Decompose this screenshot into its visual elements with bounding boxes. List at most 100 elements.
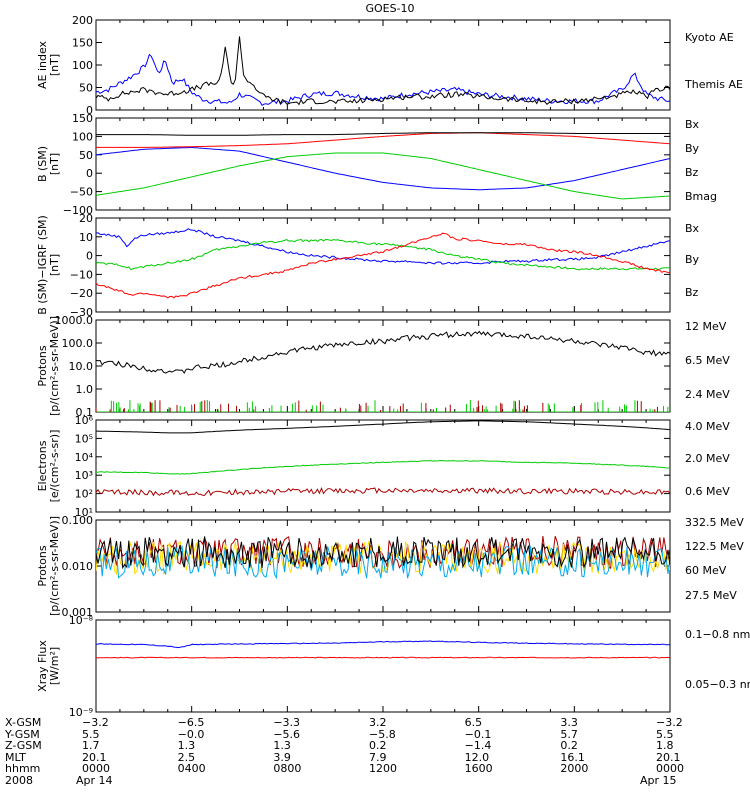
footer-value: 6.5 bbox=[464, 716, 483, 729]
y-tick-label: 10⁶ bbox=[75, 414, 94, 427]
legend-entry: 0.1−0.8 nm bbox=[685, 628, 750, 641]
legend-entry: Bx bbox=[685, 118, 700, 131]
footer-row-label: X-GSM bbox=[5, 716, 42, 729]
y-axis-label: Protons[p/(cm²-s-sr-MeV)] bbox=[36, 316, 61, 416]
series-line-bz bbox=[96, 132, 670, 148]
series-line-0-6-mev bbox=[96, 420, 670, 434]
y-axis-label-line: [nT] bbox=[48, 54, 61, 76]
series-line-0-05-0-3-nm bbox=[96, 640, 670, 649]
legend-entry: 6.5 MeV bbox=[685, 354, 730, 367]
series-group bbox=[96, 132, 670, 200]
y-tick-label: 0 bbox=[86, 104, 93, 117]
y-tick-label: 10¹ bbox=[75, 506, 93, 519]
footer-row-label: hhmm bbox=[5, 762, 41, 775]
series-group bbox=[96, 36, 670, 106]
footer-value: −0.0 bbox=[177, 727, 205, 741]
panel-frame bbox=[95, 619, 671, 713]
series-group bbox=[96, 228, 670, 299]
footer-value: −1.4 bbox=[464, 739, 492, 752]
y-axis-label-line: Protons bbox=[36, 545, 49, 586]
footer-value: 7.9 bbox=[369, 750, 387, 764]
y-axis-label: AE index[nT] bbox=[36, 40, 61, 89]
y-tick-label: 10⁻⁸ bbox=[69, 614, 94, 627]
y-tick-label: −30 bbox=[70, 306, 93, 319]
footer-value: 20.1 bbox=[82, 750, 107, 764]
footer-row-label: Y-GSM bbox=[5, 727, 40, 741]
y-tick-label: 10⁵ bbox=[75, 432, 93, 445]
legend-entry: Themis AE bbox=[684, 78, 743, 91]
panel-bsmigrf: −30 −20 −10 0 10 20 B (SM)−IGRF (SM)[nT] Bx By Bz bbox=[36, 212, 700, 319]
y-axis-label-line: B (SM) bbox=[36, 146, 49, 182]
legend-entry: 4.0 MeV bbox=[685, 420, 730, 433]
y-tick-label: −50 bbox=[70, 186, 93, 199]
legend-entry: 27.5 MeV bbox=[685, 589, 737, 602]
series-line-4-0-mev bbox=[96, 486, 670, 497]
footer-value: −5.8 bbox=[369, 727, 396, 741]
footer-value: 5.5 bbox=[656, 727, 674, 741]
footer-value: −0.1 bbox=[464, 727, 492, 741]
legend-entry: 2.4 MeV bbox=[685, 388, 730, 401]
footer-row-label: MLT bbox=[5, 750, 26, 764]
series-line-bmag bbox=[96, 132, 670, 136]
y-tick-label: 50 bbox=[79, 149, 93, 162]
series-group bbox=[96, 420, 670, 497]
y-axis-label: B (SM)−IGRF (SM)[nT] bbox=[36, 215, 61, 315]
footer-value: −5.6 bbox=[273, 727, 301, 741]
y-tick-label: 10⁴ bbox=[75, 451, 94, 464]
footer-value: 1600 bbox=[464, 762, 493, 775]
footer-value: 1.3 bbox=[177, 739, 196, 752]
plot-title: GOES-10 bbox=[365, 2, 414, 15]
legend-entry: 0.05−0.3 nm bbox=[685, 678, 750, 691]
footer-value: 1.8 bbox=[656, 739, 674, 752]
footer-value: Apr 15 bbox=[640, 773, 677, 787]
footer-value: 20.1 bbox=[656, 750, 681, 764]
y-axis-label: Electrons[e/(cm²-s-sr)] bbox=[36, 430, 61, 503]
y-tick-label: 10² bbox=[75, 488, 93, 501]
footer-value: 1200 bbox=[369, 762, 397, 775]
series-line-bz bbox=[96, 232, 670, 299]
series-line-kyoto-ae bbox=[96, 53, 670, 106]
footer-value: 0000 bbox=[82, 762, 110, 775]
y-axis-label-line: [p/(cm²-s-sr-MeV)] bbox=[48, 316, 61, 416]
y-tick-label: 100.0 bbox=[62, 337, 94, 350]
footer-value: −3.2 bbox=[656, 716, 683, 729]
y-tick-label: 20 bbox=[79, 212, 93, 225]
panel-frame bbox=[95, 19, 671, 111]
y-tick-label: 100 bbox=[72, 59, 93, 72]
panel-protons_high: 0.0010.0100.100Protons[p/(cm²-s-sr-MeV)]… bbox=[36, 514, 744, 619]
y-tick-label: 10 bbox=[79, 231, 93, 244]
y-axis-label-line: Xray Flux bbox=[36, 640, 49, 692]
footer-value: 5.5 bbox=[82, 727, 100, 741]
footer-value: Apr 14 bbox=[76, 773, 113, 787]
panel-protons_low: 0.11.010.0100.01000.0Protons[p/(cm²-s-sr… bbox=[36, 314, 730, 419]
series-line-0-1-0-8-nm bbox=[96, 656, 670, 659]
y-axis-label-line: AE index bbox=[36, 40, 49, 89]
footer-value: 5.7 bbox=[560, 727, 578, 741]
footer-value: 0000 bbox=[656, 762, 684, 775]
y-axis-label-line: [nT] bbox=[48, 153, 61, 175]
footer-value: 0800 bbox=[273, 762, 302, 775]
legend-entry: 60 MeV bbox=[685, 564, 727, 577]
footer-value: 2.5 bbox=[177, 750, 196, 764]
footer-value: 0.2 bbox=[560, 739, 578, 752]
y-tick-label: 0.1 bbox=[76, 406, 94, 419]
footer-value: 1.3 bbox=[273, 739, 291, 752]
series-line-2-0-mev bbox=[96, 459, 670, 475]
series-line-by bbox=[96, 238, 670, 271]
legend-entry: 2.0 MeV bbox=[685, 452, 730, 465]
series-line-themis-ae bbox=[96, 36, 670, 106]
y-axis-label-line: [p/(cm²-s-sr-MeV)] bbox=[48, 516, 61, 616]
panel-bsm: −100 −50 0 50 100 150 B (SM)[nT] Bx By Bz Bmag bbox=[36, 112, 717, 217]
y-axis-label: B (SM)[nT] bbox=[36, 146, 61, 182]
footer-value: 3.9 bbox=[273, 750, 291, 764]
legend-entry: 332.5 MeV bbox=[685, 516, 744, 529]
y-axis-label-line: [nT] bbox=[48, 254, 61, 276]
y-axis-label: Protons[p/(cm²-s-sr-MeV)] bbox=[36, 516, 61, 616]
y-tick-label: 0.010 bbox=[62, 560, 94, 573]
footer-row-label: 2008 bbox=[5, 773, 33, 787]
y-tick-label: −100 bbox=[63, 204, 93, 217]
panel-frame bbox=[95, 419, 671, 513]
series-group bbox=[96, 640, 670, 659]
footer-value: 16.1 bbox=[560, 750, 585, 764]
